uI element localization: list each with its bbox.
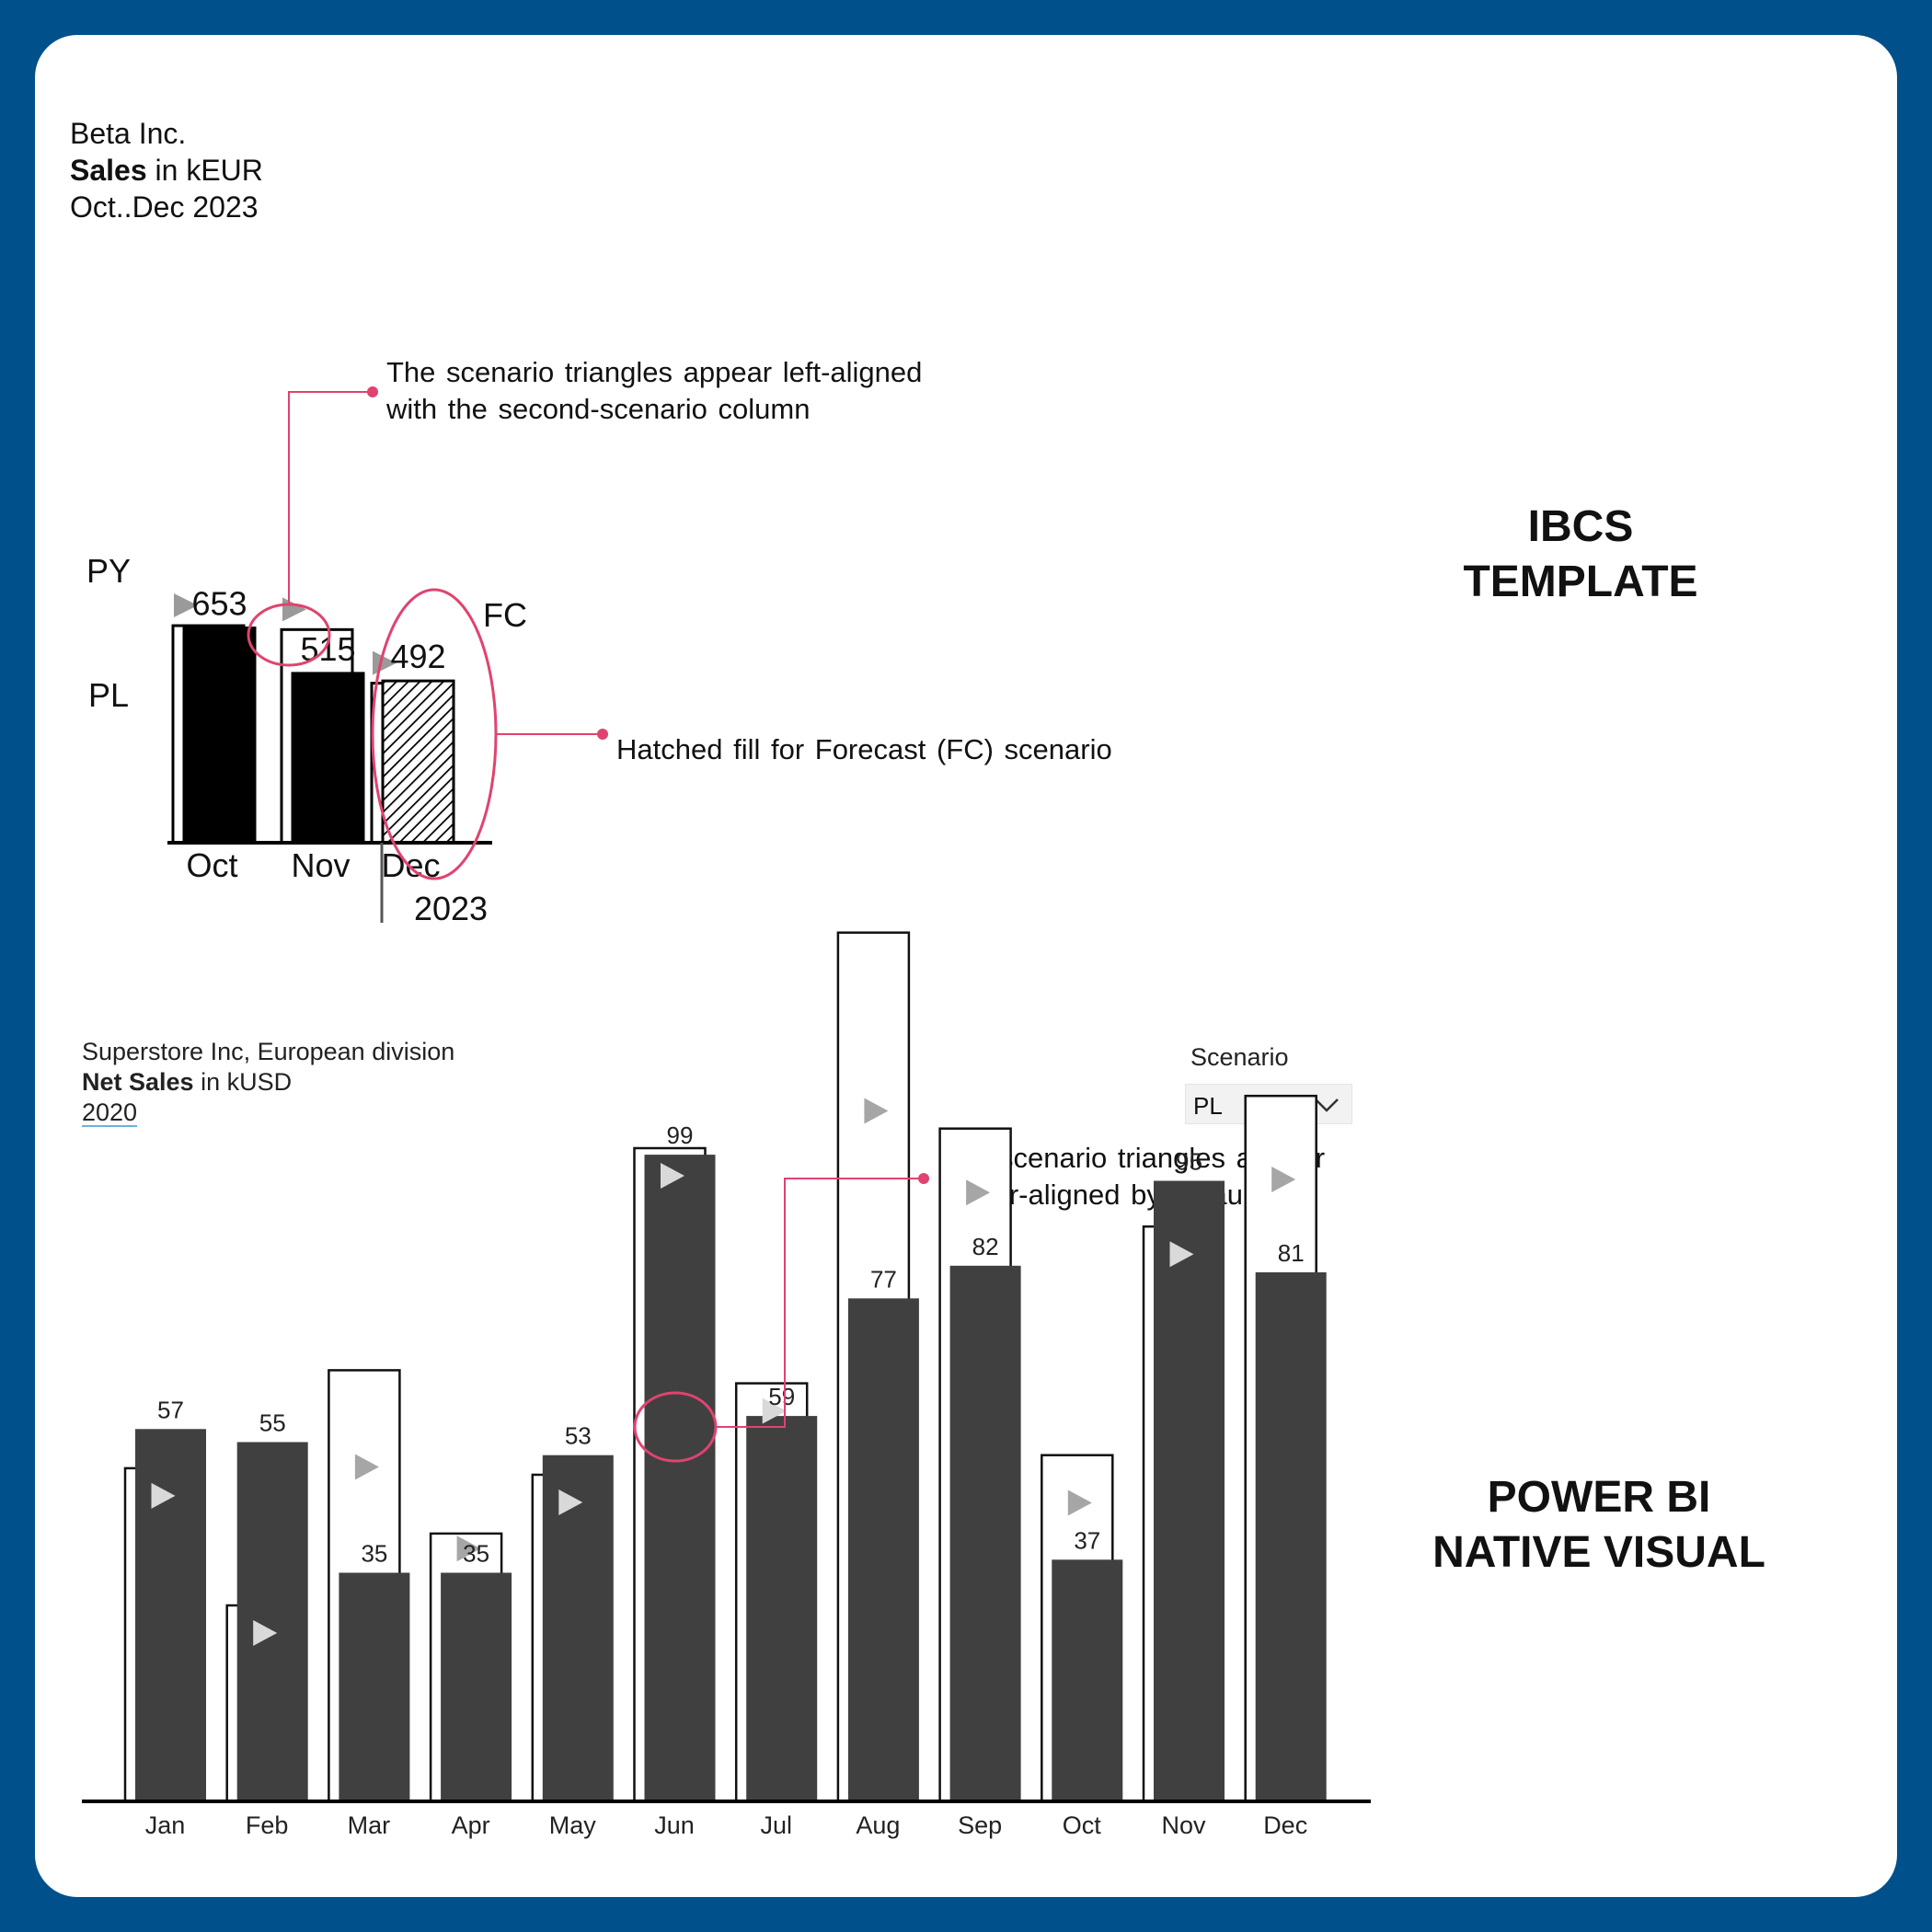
category-label-jun: Jun: [654, 1811, 695, 1839]
category-label-oct: Oct: [1063, 1811, 1102, 1839]
value-label-mar: 35: [361, 1540, 387, 1568]
scenario-label-py: PY: [86, 552, 131, 590]
leader-line-left-aligned: [288, 391, 371, 604]
actual-bar-jan: [135, 1429, 206, 1801]
ibcs-company: Beta Inc.: [70, 117, 187, 150]
category-label-nov: Nov: [1161, 1811, 1206, 1839]
category-label-oct: Oct: [186, 846, 237, 884]
powerbi-measure: Net Sales in kUSD: [82, 1068, 293, 1096]
value-label-jul: 59: [768, 1383, 795, 1410]
scenario-triangle-jan: [151, 1482, 176, 1509]
value-label-oct: 653: [191, 585, 247, 623]
category-label-nov: Nov: [291, 846, 350, 884]
powerbi-company: Superstore Inc, European division: [82, 1038, 455, 1065]
category-label-may: May: [549, 1811, 597, 1839]
category-label-jan: Jan: [145, 1811, 186, 1839]
category-label-dec: Dec: [1263, 1811, 1307, 1839]
highlight-ellipse-forecast: [371, 588, 498, 880]
powerbi-native-visual-label: POWER BI NATIVE VISUAL: [1432, 1473, 1765, 1577]
scenario-triangle-aug: [864, 1098, 889, 1124]
highlight-circle-left-aligned: [247, 603, 331, 667]
year-label: 2023: [414, 890, 488, 927]
actual-bar-mar: [339, 1572, 410, 1801]
actual-bar-sep: [949, 1265, 1021, 1801]
scenario-triangle-nov: [1169, 1241, 1194, 1268]
infographic-card: Beta Inc. Sales in kEUR Oct..Dec 2023 IB…: [35, 35, 1897, 1897]
actual-bar-oct: [182, 627, 257, 845]
scenario-label-pl: PL: [88, 676, 129, 714]
annotation-callouts: [247, 386, 929, 1463]
scenario-triangle-jun: [661, 1163, 684, 1189]
actual-bar-jun: [644, 1155, 716, 1801]
scenario-triangle-mar: [354, 1454, 379, 1480]
value-label-aug: 77: [870, 1265, 897, 1293]
ibcs-template-label: IBCS TEMPLATE: [1463, 502, 1698, 606]
powerbi-native-chart: 57 Jan 55 Feb 35 Mar 35 Apr 53 May 99 Jun 59 Jul 77 Aug…: [82, 931, 1371, 1839]
scenario-triangle-feb: [253, 1620, 278, 1646]
value-label-jan: 57: [157, 1396, 184, 1423]
category-label-mar: Mar: [348, 1811, 391, 1839]
category-label-sep: Sep: [958, 1811, 1002, 1839]
highlight-circle-center-aligned: [633, 1391, 718, 1463]
category-label-feb: Feb: [246, 1811, 289, 1839]
value-label-may: 53: [565, 1422, 592, 1450]
leader-line-center-aligned: [716, 1178, 921, 1428]
actual-bar-apr: [441, 1572, 512, 1801]
actual-bar-may: [542, 1455, 614, 1801]
actual-bar-oct: [1052, 1559, 1123, 1801]
actual-bar-jul: [746, 1416, 818, 1801]
value-label-sep: 82: [972, 1233, 999, 1260]
actual-bar-nov: [1154, 1180, 1225, 1801]
actual-bar-nov: [291, 672, 365, 845]
value-label-dec: 81: [1278, 1239, 1305, 1267]
scenario-triangle-may: [558, 1489, 583, 1515]
scenario-triangle-apr: [456, 1535, 481, 1562]
actual-bar-dec: [1255, 1271, 1327, 1801]
leader-dot-left-aligned: [367, 386, 378, 397]
ibcs-chart-header: Beta Inc. Sales in kEUR Oct..Dec 2023: [70, 115, 263, 225]
actual-bar-aug: [847, 1298, 919, 1801]
leader-dot-forecast: [597, 729, 608, 740]
ibcs-period: Oct..Dec 2023: [70, 190, 259, 224]
scenario-triangle-sep: [966, 1179, 991, 1206]
actual-bar-feb: [236, 1442, 308, 1801]
forecast-bar-dec: [381, 679, 455, 845]
scenario-selected-value: PL: [1193, 1092, 1223, 1120]
leader-dot-center-aligned: [918, 1173, 929, 1184]
value-label-feb: 55: [259, 1409, 286, 1437]
value-label-dec: 492: [390, 638, 445, 675]
scenario-label-fc: FC: [483, 596, 527, 634]
value-label-apr: 35: [463, 1540, 489, 1568]
chevron-down-icon: [1315, 1098, 1339, 1112]
category-label-jul: Jul: [760, 1811, 792, 1839]
scenario-triangle-jul: [762, 1397, 787, 1424]
scenario-triangle-oct: [1067, 1489, 1092, 1516]
value-label-jun: 99: [667, 1121, 694, 1149]
value-label-oct: 37: [1074, 1526, 1100, 1554]
category-label-aug: Aug: [856, 1811, 900, 1839]
category-label-apr: Apr: [452, 1811, 490, 1839]
scenario-slicer-label: Scenario: [1190, 1043, 1289, 1071]
note-left-aligned-triangles: The scenario triangles appear left-align…: [386, 356, 923, 425]
scenario-triangle-oct: [174, 593, 198, 618]
powerbi-year: 2020: [82, 1098, 138, 1127]
scenario-triangle-dec: [1271, 1167, 1296, 1193]
note-hatched-forecast: Hatched fill for Forecast (FC) scenario: [616, 733, 1112, 765]
powerbi-chart-header: Superstore Inc, European division Net Sa…: [82, 1037, 454, 1128]
ibcs-measure: Sales in kEUR: [70, 154, 263, 187]
value-label-nov: 95: [1176, 1148, 1202, 1176]
